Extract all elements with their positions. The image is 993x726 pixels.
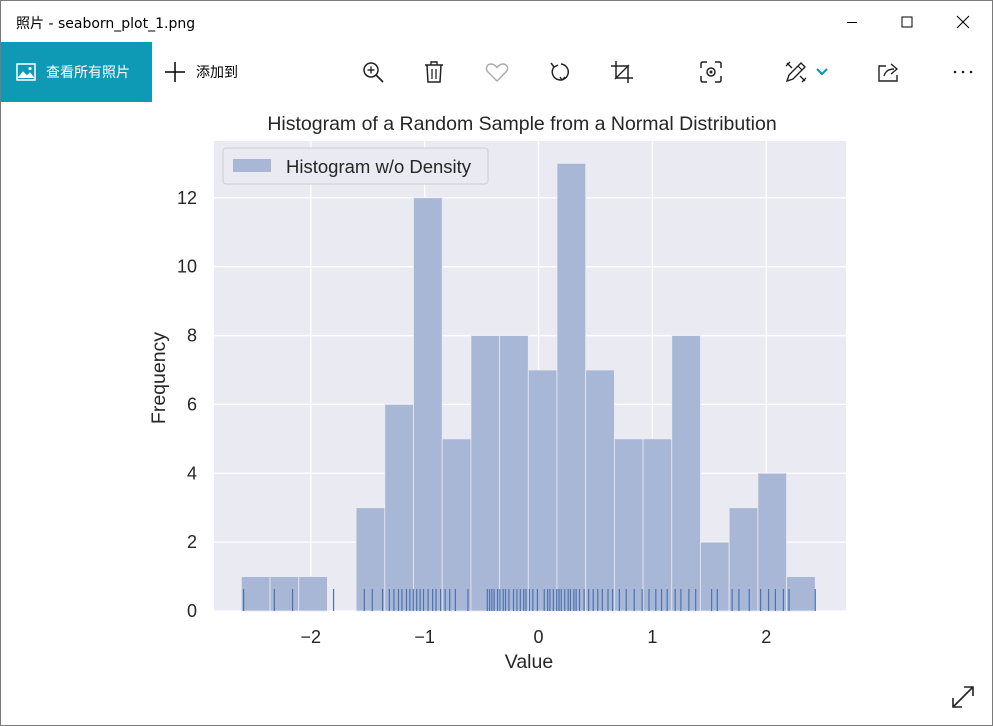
histogram-bar	[613, 438, 644, 612]
close-icon	[956, 15, 970, 28]
share-button[interactable]	[874, 57, 904, 87]
y-tick-label: 10	[177, 257, 197, 277]
minimize-button[interactable]	[829, 1, 875, 42]
histogram-bar	[585, 369, 615, 612]
heart-icon	[485, 63, 509, 82]
histogram-bar	[240, 576, 271, 612]
y-tick-label: 2	[187, 532, 197, 552]
legend-swatch	[233, 159, 271, 172]
histogram-bar	[527, 369, 558, 612]
histogram-bar	[298, 576, 328, 612]
histogram-bar	[355, 507, 386, 612]
chart-title: Histogram of a Random Sample from a Norm…	[267, 113, 776, 135]
histogram-bar	[728, 507, 759, 612]
add-to-label: 添加到	[196, 65, 238, 81]
zoom-in-button[interactable]	[358, 57, 388, 87]
full-screen-button[interactable]	[947, 681, 979, 713]
histogram-bar	[413, 197, 443, 612]
view-all-photos-button[interactable]: 查看所有照片	[1, 42, 152, 102]
y-axis-label: Frequency	[148, 332, 170, 424]
histogram-bar	[757, 472, 787, 612]
crop-icon	[611, 61, 633, 83]
histogram-bar	[671, 335, 701, 612]
edit-dropdown-button[interactable]	[809, 57, 835, 87]
edit-icon	[785, 61, 807, 83]
x-tick-label: 2	[761, 627, 771, 647]
x-tick-label: −2	[301, 627, 322, 647]
maximize-icon	[901, 16, 913, 27]
x-tick-label: 1	[647, 627, 657, 647]
maximize-button[interactable]	[884, 1, 930, 42]
share-icon	[878, 63, 899, 82]
image-viewer: −2 −1 0 1 2 0 2 4 6 8 10 12 Histogram of a Random Sa…	[1, 102, 992, 725]
rotate-icon	[550, 62, 570, 82]
histogram-bar	[786, 576, 816, 612]
histogram-bar	[499, 335, 529, 612]
view-all-label: 查看所有照片	[46, 65, 130, 81]
y-tick-label: 12	[177, 188, 197, 208]
more-icon	[953, 70, 973, 74]
x-tick-label: 0	[534, 627, 544, 647]
histogram-bar	[441, 438, 472, 612]
rotate-button[interactable]	[545, 57, 575, 87]
close-button[interactable]	[940, 1, 986, 42]
crop-button[interactable]	[607, 57, 637, 87]
y-tick-label: 6	[187, 394, 197, 414]
x-tick-label: −1	[414, 627, 435, 647]
expand-icon	[952, 686, 974, 708]
zoom-in-icon	[363, 62, 384, 83]
more-button[interactable]	[948, 57, 978, 87]
y-tick-label: 4	[187, 463, 197, 483]
window-title: 照片 - seaborn_plot_1.png	[16, 16, 196, 32]
delete-button[interactable]	[419, 57, 449, 87]
visual-search-icon	[700, 61, 722, 83]
title-bar: 照片 - seaborn_plot_1.png	[1, 1, 992, 42]
y-tick-label: 0	[187, 601, 197, 621]
add-to-button[interactable]: 添加到	[164, 42, 238, 102]
histogram-bar	[642, 438, 673, 612]
x-axis-label: Value	[505, 651, 553, 673]
histogram-bar	[700, 541, 730, 612]
plus-icon	[165, 62, 185, 82]
histogram-bar	[384, 404, 414, 612]
photo-icon	[16, 63, 36, 81]
edit-button[interactable]	[781, 57, 811, 87]
minimize-icon	[847, 21, 857, 23]
favorite-button[interactable]	[482, 57, 512, 87]
visual-search-button[interactable]	[696, 57, 726, 87]
legend-box	[222, 147, 489, 185]
y-tick-label: 8	[187, 326, 197, 346]
delete-icon	[425, 61, 443, 83]
toolbar: 查看所有照片 添加到	[1, 42, 992, 102]
chevron-down-icon	[816, 68, 828, 76]
legend-label: Histogram w/o Density	[286, 156, 472, 177]
histogram-bar	[470, 335, 500, 612]
histogram-bar	[556, 162, 587, 612]
